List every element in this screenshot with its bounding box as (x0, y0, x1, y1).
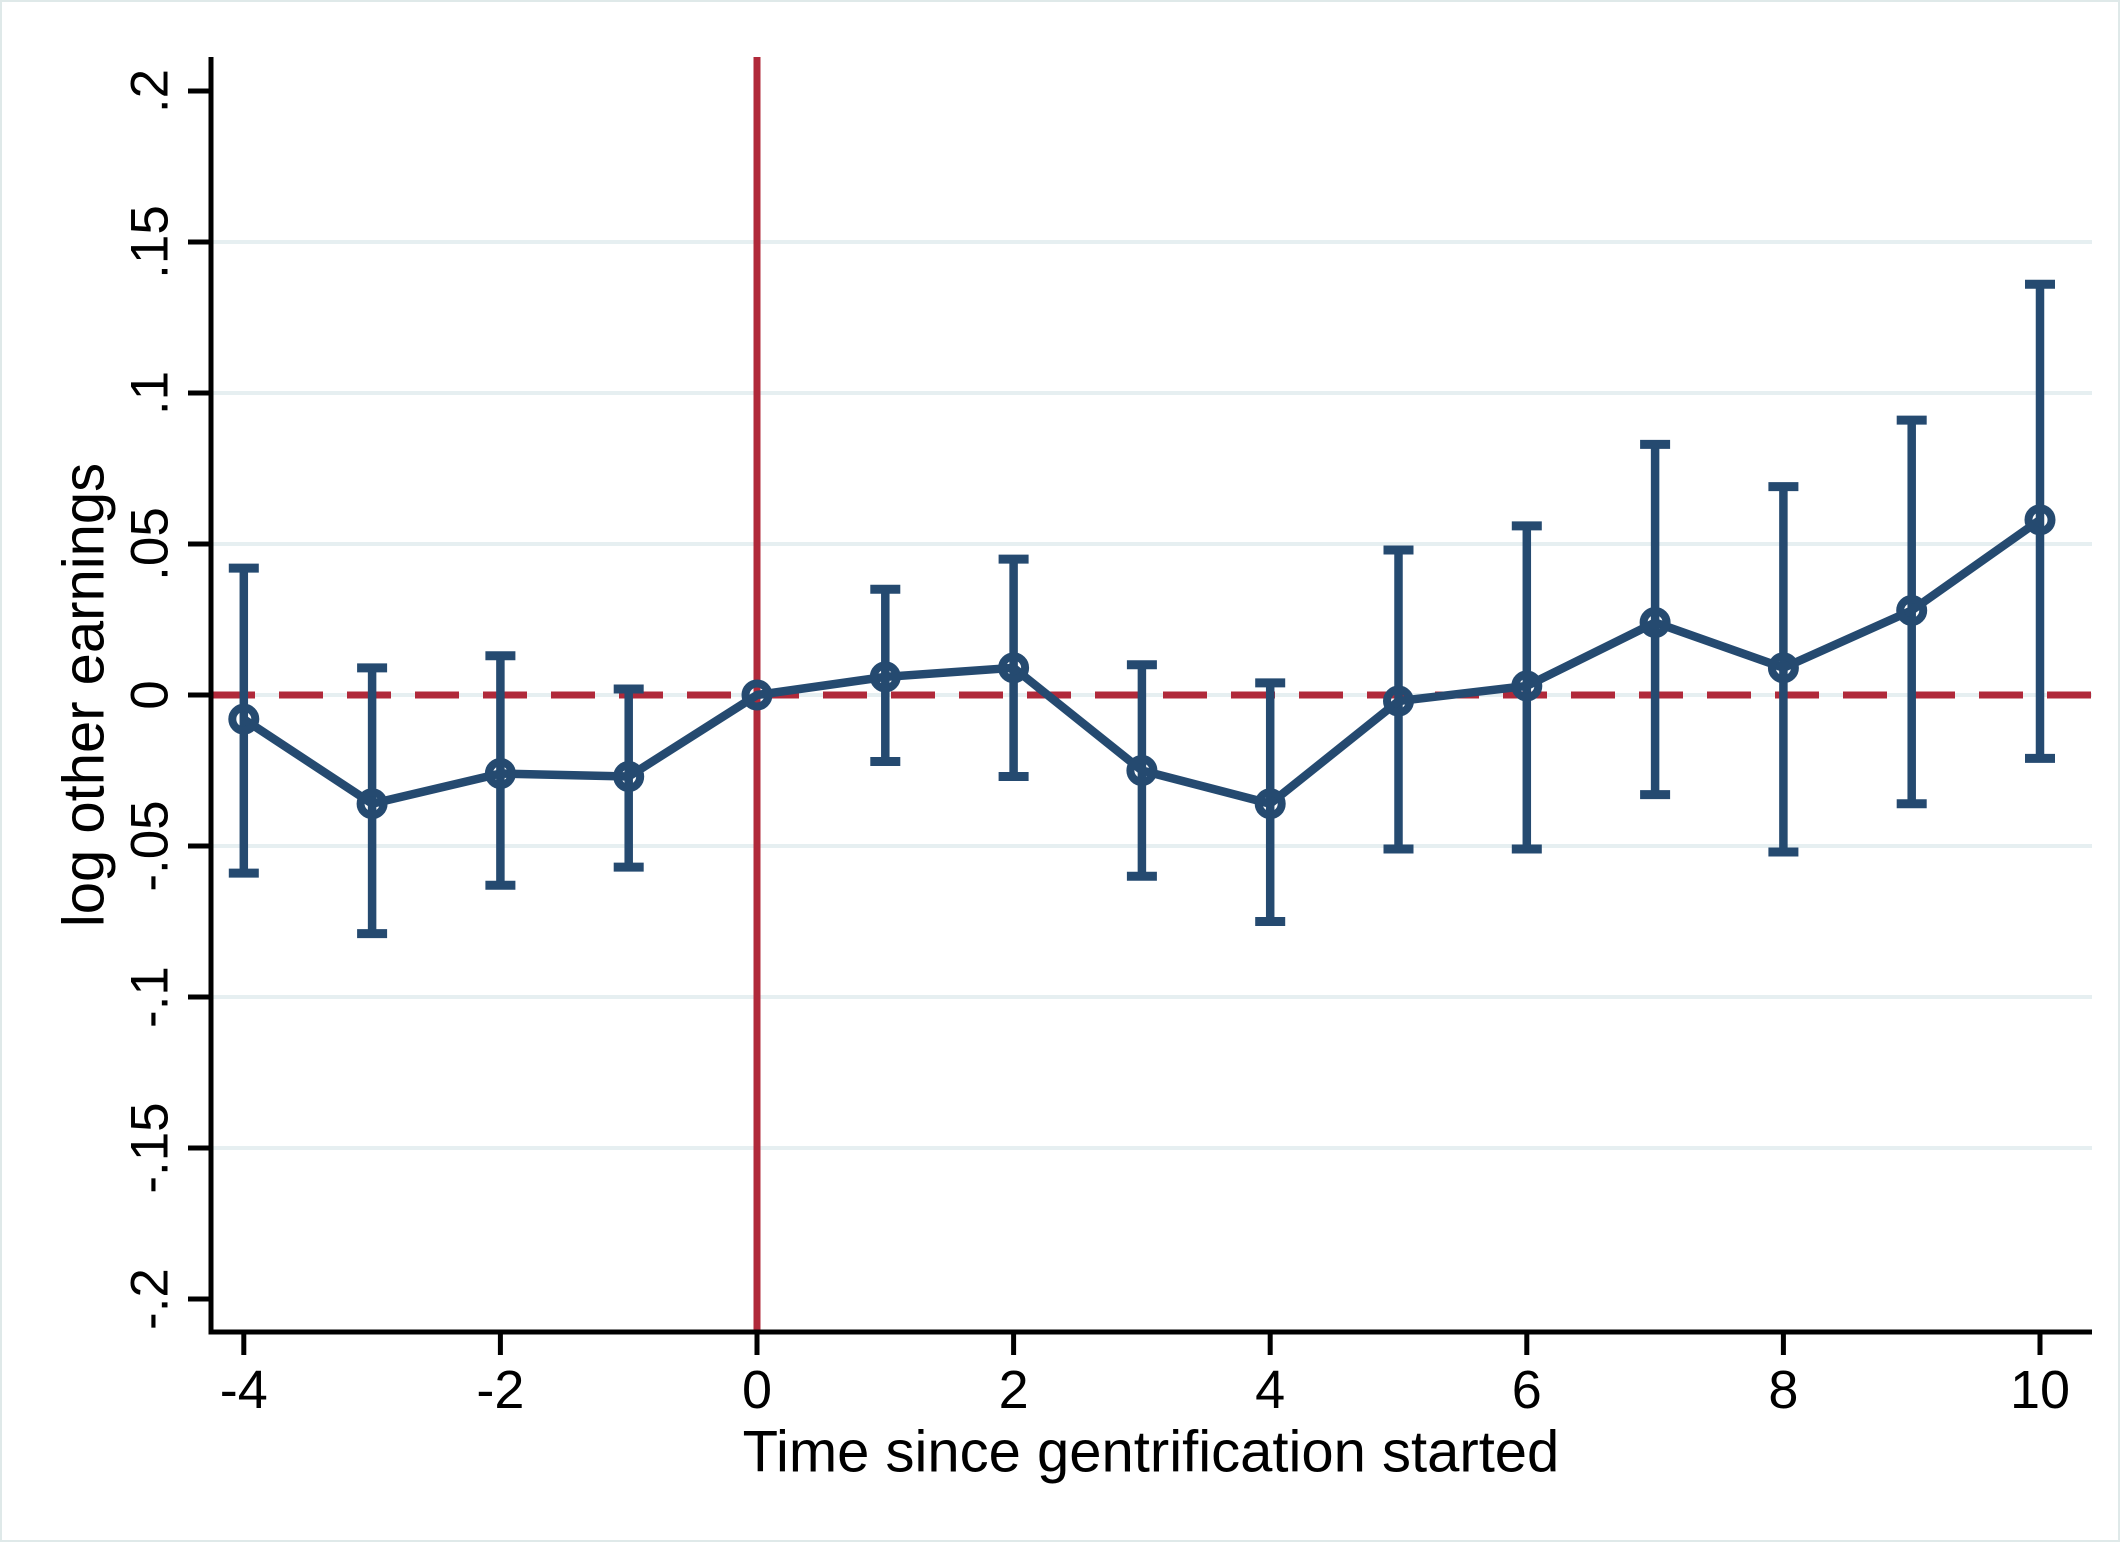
data-point-marker (613, 761, 645, 793)
x-tick-label: 8 (1768, 1360, 1798, 1420)
tick-labels: .2 .15 .1 .05 0 -.05 -.1 -.15 -.2 -4 -2 0 2 4 6 8 10 (121, 69, 2071, 1420)
data-point-marker (998, 652, 1030, 684)
x-tick-label: -4 (220, 1360, 268, 1420)
data-point-marker (1767, 652, 1799, 684)
x-tick-label: 6 (1512, 1360, 1542, 1420)
y-tick-label: -.1 (121, 966, 180, 1028)
data-point-marker (1254, 788, 1286, 820)
y-tick-label: -.15 (121, 1102, 180, 1193)
data-point-marker (1383, 685, 1414, 717)
y-tick-label: -.2 (121, 1268, 180, 1330)
data-point-marker (356, 788, 388, 820)
data-point-marker (1896, 594, 1928, 626)
data-point-marker (2024, 504, 2056, 536)
data-point-marker (1126, 755, 1158, 786)
y-axis-title: log other earnings (52, 463, 117, 927)
data-point-marker (484, 758, 516, 790)
data-point-marker (1639, 607, 1671, 639)
data-point-marker (741, 679, 773, 711)
y-tick-label: -.05 (121, 800, 180, 891)
markers (228, 504, 2056, 820)
x-tick-label: 10 (2010, 1360, 2070, 1420)
confidence-intervals (228, 279, 2055, 939)
y-tick-label: .2 (121, 69, 180, 113)
x-axis-title: Time since gentrification started (743, 1420, 1560, 1485)
estimate-line (241, 516, 2043, 808)
x-tick-label: -2 (476, 1360, 524, 1420)
axes (188, 57, 2092, 1355)
y-tick-label: .05 (121, 507, 180, 581)
data-point-marker (228, 703, 260, 735)
series-line (241, 516, 2043, 808)
x-tick-label: 4 (1255, 1360, 1285, 1420)
data-point-marker (869, 661, 901, 693)
data-point-marker (1511, 670, 1543, 702)
x-tick-label: 0 (742, 1360, 772, 1420)
x-tick-label: 2 (999, 1360, 1029, 1420)
y-tick-label: .15 (121, 205, 180, 279)
y-tick-label: .1 (121, 371, 180, 415)
y-tick-label: 0 (121, 680, 180, 709)
